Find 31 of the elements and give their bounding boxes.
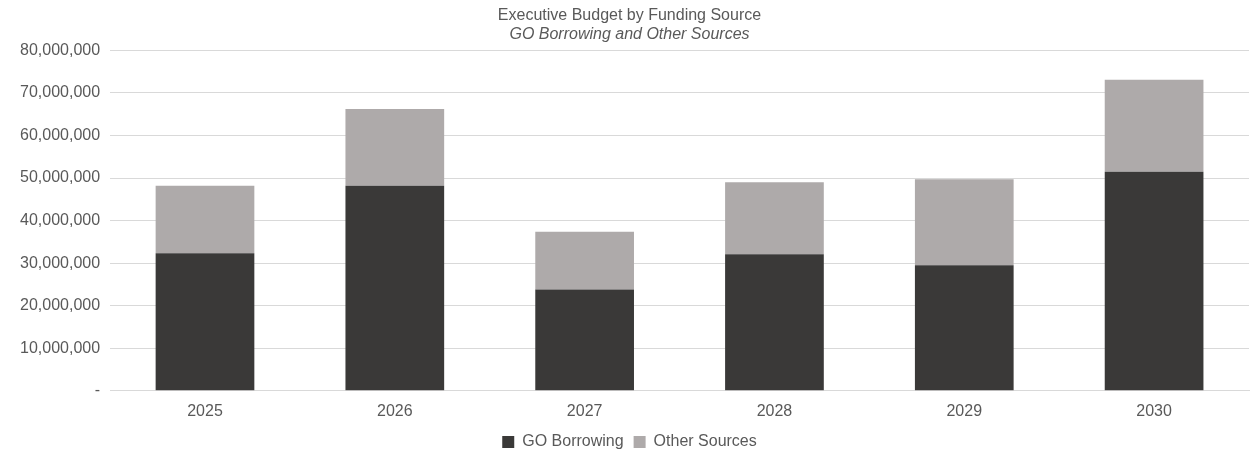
y-tick-label: 30,000,000 bbox=[20, 253, 101, 271]
chart-subtitle: GO Borrowing and Other Sources bbox=[509, 25, 750, 43]
bar bbox=[535, 231, 634, 290]
bar bbox=[345, 185, 445, 391]
y-tick-label: 70,000,000 bbox=[20, 83, 101, 101]
chart-title: Executive Budget by Funding Source bbox=[497, 6, 762, 24]
bar bbox=[345, 109, 445, 186]
y-tick-label: 50,000,000 bbox=[20, 168, 101, 186]
x-tick-label: 2028 bbox=[756, 401, 793, 419]
x-tick-label: 2027 bbox=[566, 401, 603, 419]
bar bbox=[914, 179, 1014, 266]
bar bbox=[725, 254, 824, 391]
bar bbox=[1104, 171, 1204, 391]
bar bbox=[1104, 79, 1204, 172]
bar bbox=[725, 182, 824, 255]
y-tick-label: 10,000,000 bbox=[20, 338, 101, 356]
y-tick-label: 60,000,000 bbox=[20, 125, 101, 143]
bar bbox=[155, 185, 255, 254]
y-tick-label: 80,000,000 bbox=[20, 40, 101, 58]
legend-label: GO Borrowing bbox=[522, 432, 624, 450]
x-tick-label: 2029 bbox=[946, 401, 983, 419]
x-tick-label: 2025 bbox=[187, 401, 223, 419]
bar bbox=[914, 265, 1014, 391]
y-tick-label: 20,000,000 bbox=[20, 296, 101, 314]
legend-label: Other Sources bbox=[653, 432, 757, 450]
y-tick-label: - bbox=[94, 381, 101, 399]
bar bbox=[155, 253, 255, 391]
bar bbox=[535, 289, 634, 391]
y-tick-label: 40,000,000 bbox=[20, 211, 101, 229]
x-tick-label: 2030 bbox=[1136, 401, 1172, 419]
x-tick-label: 2026 bbox=[377, 401, 413, 419]
